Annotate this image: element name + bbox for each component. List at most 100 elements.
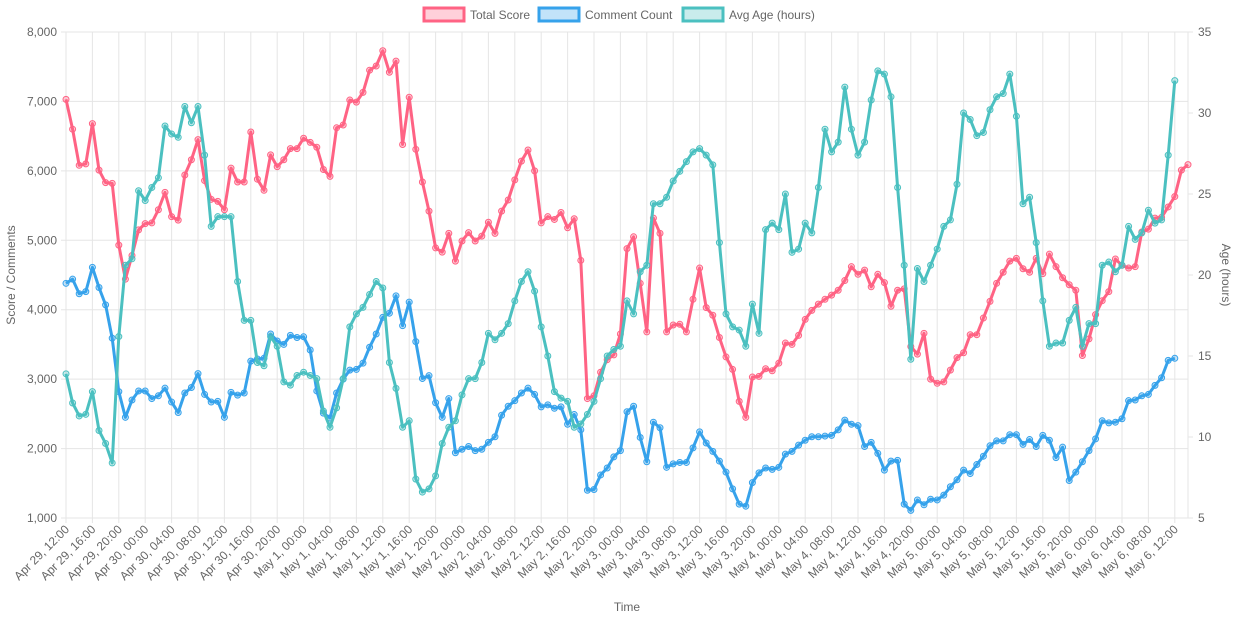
data-point[interactable] (1177, 166, 1185, 174)
data-point[interactable] (946, 366, 954, 374)
data-point[interactable] (801, 315, 809, 323)
data-point[interactable] (234, 178, 242, 186)
data-point[interactable] (1072, 303, 1080, 311)
data-point[interactable] (412, 475, 420, 483)
data-point[interactable] (854, 270, 862, 278)
data-point[interactable] (913, 496, 921, 504)
data-point[interactable] (894, 286, 902, 294)
data-point[interactable] (1065, 316, 1073, 324)
data-point[interactable] (141, 196, 149, 204)
data-point[interactable] (1019, 440, 1027, 448)
data-point[interactable] (913, 265, 921, 273)
data-point[interactable] (702, 151, 710, 159)
data-point[interactable] (306, 138, 314, 146)
data-point[interactable] (88, 263, 96, 271)
data-point[interactable] (75, 161, 83, 169)
data-point[interactable] (458, 237, 466, 245)
data-point[interactable] (762, 226, 770, 234)
data-point[interactable] (544, 352, 552, 360)
data-point[interactable] (1078, 352, 1086, 360)
data-point[interactable] (62, 95, 70, 103)
data-point[interactable] (1026, 193, 1034, 201)
data-point[interactable] (517, 157, 525, 165)
data-point[interactable] (544, 401, 552, 409)
data-point[interactable] (273, 163, 281, 171)
data-point[interactable] (682, 458, 690, 466)
data-point[interactable] (583, 410, 591, 418)
data-point[interactable] (511, 397, 519, 405)
data-point[interactable] (385, 68, 393, 76)
data-point[interactable] (814, 433, 822, 441)
data-point[interactable] (960, 349, 968, 357)
data-point[interactable] (247, 357, 255, 365)
data-point[interactable] (689, 444, 697, 452)
data-point[interactable] (432, 399, 440, 407)
data-point[interactable] (636, 268, 644, 276)
data-point[interactable] (293, 371, 301, 379)
data-point[interactable] (1111, 255, 1119, 263)
data-point[interactable] (880, 279, 888, 287)
data-point[interactable] (920, 329, 928, 337)
data-point[interactable] (702, 304, 710, 312)
data-point[interactable] (418, 178, 426, 186)
data-point[interactable] (577, 256, 585, 264)
data-point[interactable] (247, 316, 255, 324)
data-point[interactable] (1131, 235, 1139, 243)
data-point[interactable] (1158, 374, 1166, 382)
data-point[interactable] (511, 176, 519, 184)
data-point[interactable] (1059, 339, 1067, 347)
data-point[interactable] (445, 229, 453, 237)
data-point[interactable] (359, 88, 367, 96)
data-point[interactable] (478, 232, 486, 240)
data-point[interactable] (326, 172, 334, 180)
data-point[interactable] (834, 138, 842, 146)
data-point[interactable] (405, 298, 413, 306)
data-point[interactable] (847, 420, 855, 428)
data-point[interactable] (438, 439, 446, 447)
data-point[interactable] (986, 442, 994, 450)
data-point[interactable] (128, 396, 136, 404)
data-point[interactable] (854, 151, 862, 159)
data-point[interactable] (682, 158, 690, 166)
data-point[interactable] (656, 200, 664, 208)
data-point[interactable] (709, 161, 717, 169)
data-point[interactable] (372, 330, 380, 338)
data-point[interactable] (359, 359, 367, 367)
data-point[interactable] (346, 323, 354, 331)
data-point[interactable] (623, 245, 631, 253)
data-point[interactable] (795, 441, 803, 449)
data-point[interactable] (484, 218, 492, 226)
data-point[interactable] (874, 67, 882, 75)
data-point[interactable] (1059, 274, 1067, 282)
data-point[interactable] (735, 500, 743, 508)
data-point[interactable] (808, 433, 816, 441)
data-point[interactable] (458, 391, 466, 399)
data-point[interactable] (1125, 264, 1133, 272)
data-point[interactable] (227, 213, 235, 221)
data-point[interactable] (135, 387, 143, 395)
data-point[interactable] (300, 134, 308, 142)
data-point[interactable] (174, 133, 182, 141)
data-point[interactable] (953, 354, 961, 362)
data-point[interactable] (425, 485, 433, 493)
data-point[interactable] (491, 433, 499, 441)
data-point[interactable] (953, 476, 961, 484)
data-point[interactable] (689, 295, 697, 303)
data-point[interactable] (471, 237, 479, 245)
data-point[interactable] (95, 427, 103, 435)
data-point[interactable] (1138, 229, 1146, 237)
data-point[interactable] (1078, 458, 1086, 466)
data-point[interactable] (333, 404, 341, 412)
data-point[interactable] (801, 219, 809, 227)
data-point[interactable] (1052, 454, 1060, 462)
data-point[interactable] (313, 143, 321, 151)
data-point[interactable] (1131, 396, 1139, 404)
data-point[interactable] (557, 394, 565, 402)
data-point[interactable] (966, 331, 974, 339)
data-point[interactable] (392, 292, 400, 300)
data-point[interactable] (1138, 392, 1146, 400)
data-point[interactable] (960, 109, 968, 117)
data-point[interactable] (847, 263, 855, 271)
data-point[interactable] (82, 410, 90, 418)
data-point[interactable] (1098, 297, 1106, 305)
